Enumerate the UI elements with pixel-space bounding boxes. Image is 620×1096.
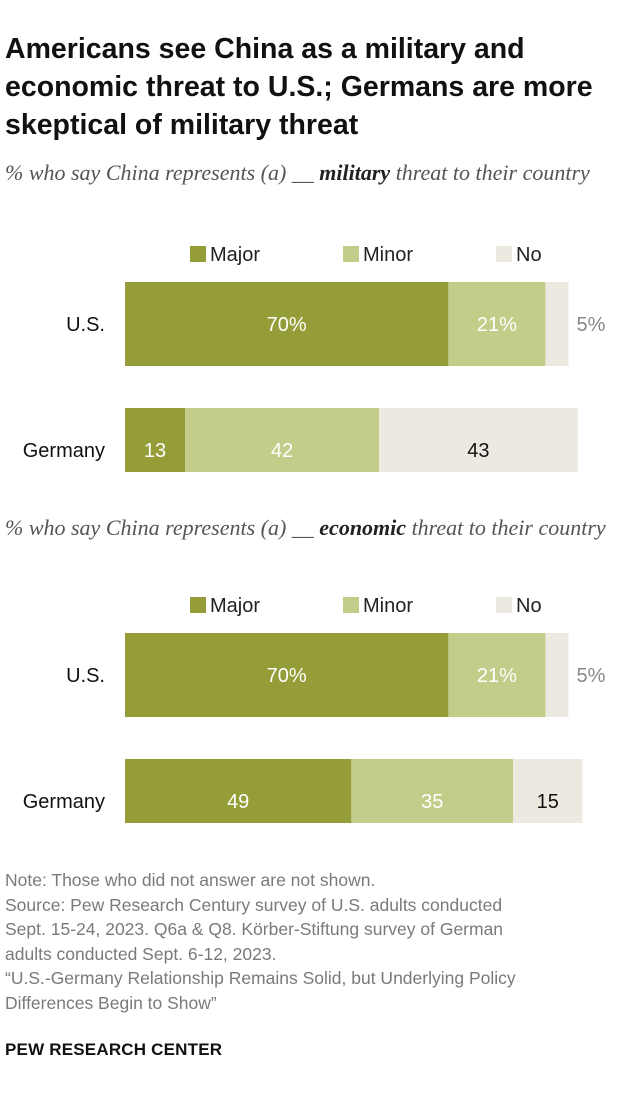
chart1-subtitle: % who say China represents (a) __ milita… xyxy=(5,157,615,189)
chart2-bar-major xyxy=(125,633,449,717)
chart2-legend-label-minor: Minor xyxy=(363,595,413,617)
chart1-legend-label-minor: Minor xyxy=(363,244,413,266)
chart2-category-label: U.S. xyxy=(66,665,105,687)
chart1-subtitle-post: threat to their country xyxy=(390,160,590,185)
chart1-bar-no xyxy=(545,282,569,366)
chart1-value-label: 42 xyxy=(271,440,293,462)
chart1-bar-minor xyxy=(185,408,380,472)
chart2-subtitle-post: threat to their country xyxy=(406,515,606,540)
chart2-subtitle: % who say China represents (a) __ econom… xyxy=(5,512,615,544)
chart1-value-label: 43 xyxy=(467,440,489,462)
chart1-value-label: 5% xyxy=(577,314,606,336)
chart2-legend-swatch-no xyxy=(496,597,512,613)
military-threat-chart: Major Minor No U.S. 70% 21% 5% Germany 13 42 43 xyxy=(0,232,620,472)
footnote-note: Note: Those who did not answer are not s… xyxy=(5,870,376,890)
chart2-bar-no xyxy=(545,633,569,717)
chart2-value-label: 35 xyxy=(421,791,443,813)
chart-title: Americans see China as a military and ec… xyxy=(5,33,593,141)
chart1-value-label: 70% xyxy=(267,314,307,336)
chart1-value-label: 21% xyxy=(477,314,517,336)
chart2-value-label: 5% xyxy=(577,665,606,687)
chart2-legend-swatch-major xyxy=(190,597,206,613)
chart1-legend-label-no: No xyxy=(516,244,542,266)
chart2-legend-swatch-minor xyxy=(343,597,359,613)
chart1-legend-swatch-major xyxy=(190,246,206,262)
chart1-category-label: U.S. xyxy=(66,314,105,336)
chart1-subtitle-pre: % who say China represents (a) __ xyxy=(5,160,320,185)
chart1-bar-major xyxy=(125,282,449,366)
chart2-subtitle-emphasis: economic xyxy=(319,515,407,540)
chart1-bar-major xyxy=(125,408,186,472)
chart2-legend-label-no: No xyxy=(516,595,542,617)
chart2-subtitle-pre: % who say China represents (a) __ xyxy=(5,515,320,540)
chart2-value-label: 49 xyxy=(227,791,249,813)
chart1-bar-minor xyxy=(448,282,546,366)
footnote-report: “U.S.-Germany Relationship Remains Solid… xyxy=(5,968,516,1013)
chart2-value-label: 21% xyxy=(477,665,517,687)
chart2-bar-no xyxy=(513,759,583,823)
chart1-value-label: 13 xyxy=(144,440,166,462)
chart1-subtitle-emphasis: military xyxy=(319,160,391,185)
org-name: PEW RESEARCH CENTER xyxy=(5,1040,223,1059)
chart2-bar-major xyxy=(125,759,352,823)
chart2-bar-minor xyxy=(448,633,546,717)
chart1-legend-swatch-minor xyxy=(343,246,359,262)
chart1-legend-swatch-no xyxy=(496,246,512,262)
economic-threat-chart-svg: Major Minor No U.S. 70% 21% 5% Germany 49 35 15 xyxy=(23,595,606,823)
chart1-legend-label-major: Major xyxy=(210,244,260,266)
chart2-value-label: 70% xyxy=(267,665,307,687)
chart1-category-label: Germany xyxy=(23,440,105,462)
chart1-bar-no xyxy=(379,408,578,472)
chart2-legend-label-major: Major xyxy=(210,595,260,617)
military-threat-chart-svg: Major Minor No U.S. 70% 21% 5% Germany 13 42 43 xyxy=(23,244,606,472)
chart2-category-label: Germany xyxy=(23,791,105,813)
chart2-value-label: 15 xyxy=(537,791,559,813)
footnote-source: Source: Pew Research Century survey of U… xyxy=(5,894,504,964)
footnote: Note: Those who did not answer are not s… xyxy=(5,868,615,1015)
economic-threat-chart: Major Minor No U.S. 70% 21% 5% Germany 49 35 15 xyxy=(0,583,620,823)
chart2-bar-minor xyxy=(351,759,514,823)
